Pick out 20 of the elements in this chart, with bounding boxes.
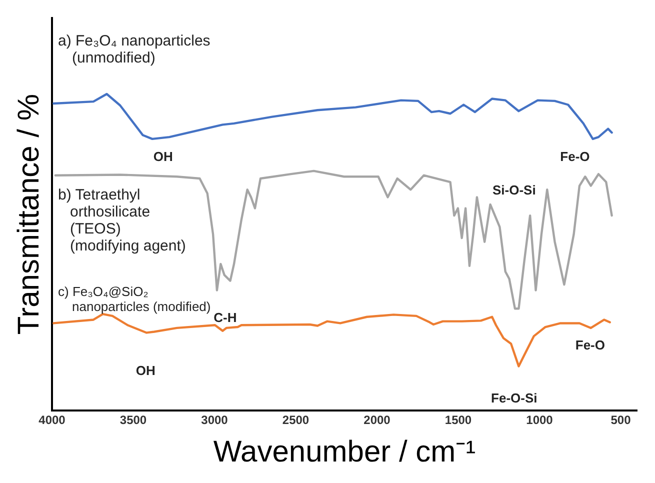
annotation: OH bbox=[153, 148, 173, 164]
x-tick-label: 2500 bbox=[282, 413, 310, 428]
annotation: Si-O-Si bbox=[492, 182, 536, 198]
series-label: c) Fe₃O₄@SiO₂ nanoparticles (modified) bbox=[58, 284, 211, 314]
text: a) Fe₃O₄ nanoparticles (unmodified) bbox=[58, 32, 210, 67]
annotation: C-H bbox=[214, 310, 237, 325]
x-tick-label: 3500 bbox=[120, 413, 147, 428]
series-label: b) Tetraethyl orthosilicate (TEOS) (modifying agent) bbox=[58, 186, 186, 254]
x-axis-title: Wavenumber / cm⁻¹ bbox=[213, 435, 476, 468]
x-tick-label: 2000 bbox=[364, 413, 391, 428]
annotation: Fe-O-Si bbox=[491, 390, 538, 406]
x-tick-label: 1500 bbox=[444, 413, 472, 428]
y-axis-title: Transmittance / % bbox=[12, 94, 46, 335]
annotation: Fe-O bbox=[575, 337, 606, 352]
x-tick-label: 500 bbox=[610, 413, 632, 428]
x-tick-label: 4000 bbox=[38, 413, 66, 428]
x-tick-label: 1000 bbox=[526, 413, 554, 428]
annotation: OH bbox=[136, 362, 156, 378]
annotation: Fe-O bbox=[560, 148, 590, 164]
x-tick-label: 3000 bbox=[201, 413, 228, 428]
